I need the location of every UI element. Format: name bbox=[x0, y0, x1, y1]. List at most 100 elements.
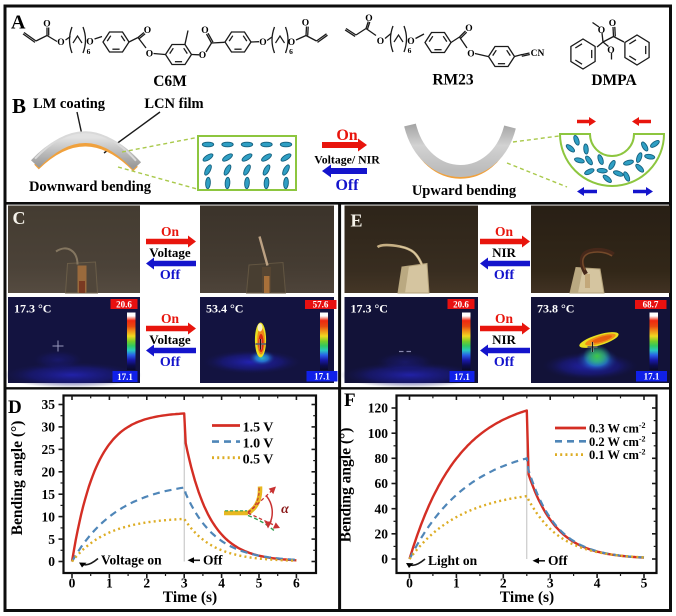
svg-text:10: 10 bbox=[42, 509, 56, 524]
svg-text:O: O bbox=[467, 49, 474, 59]
svg-text:C: C bbox=[13, 208, 26, 228]
svg-text:O: O bbox=[465, 24, 472, 34]
svg-text:Upward bending: Upward bending bbox=[412, 183, 517, 199]
svg-text:On: On bbox=[495, 311, 514, 326]
svg-text:Off: Off bbox=[548, 553, 568, 568]
svg-text:Off: Off bbox=[335, 177, 359, 194]
svg-text:O: O bbox=[144, 26, 151, 36]
svg-text:Off: Off bbox=[494, 355, 515, 370]
svg-text:Off: Off bbox=[160, 268, 181, 283]
svg-text:O: O bbox=[259, 38, 266, 48]
svg-text:0.2 W cm-2: 0.2 W cm-2 bbox=[589, 434, 646, 449]
svg-text:17.1: 17.1 bbox=[314, 372, 330, 382]
svg-text:O: O bbox=[199, 51, 206, 61]
svg-text:20: 20 bbox=[375, 527, 389, 542]
svg-text:O: O bbox=[609, 19, 616, 29]
svg-text:O: O bbox=[201, 26, 208, 36]
svg-text:0: 0 bbox=[406, 576, 413, 591]
svg-text:120: 120 bbox=[368, 401, 389, 416]
svg-text:NIR: NIR bbox=[492, 332, 516, 347]
svg-text:On: On bbox=[161, 311, 180, 326]
svg-text:53.4 °C: 53.4 °C bbox=[206, 302, 243, 316]
svg-text:15: 15 bbox=[42, 487, 56, 502]
svg-text:A: A bbox=[11, 12, 26, 34]
svg-text:20.6: 20.6 bbox=[116, 299, 132, 309]
svg-text:17.1: 17.1 bbox=[644, 372, 660, 382]
svg-text:Downward bending: Downward bending bbox=[29, 179, 152, 195]
svg-text:100: 100 bbox=[368, 426, 389, 441]
svg-text:D: D bbox=[8, 397, 22, 418]
svg-text:On: On bbox=[336, 127, 357, 144]
svg-text:C6M: C6M bbox=[153, 73, 187, 90]
svg-text:B: B bbox=[12, 94, 26, 118]
svg-text:CN: CN bbox=[531, 49, 545, 59]
svg-text:O: O bbox=[43, 19, 50, 29]
svg-text:Bending angle (°): Bending angle (°) bbox=[9, 421, 26, 536]
svg-text:0.1 W cm-2: 0.1 W cm-2 bbox=[589, 448, 646, 463]
svg-text:25: 25 bbox=[42, 442, 56, 457]
svg-text:Light on: Light on bbox=[428, 553, 478, 568]
svg-text:40: 40 bbox=[375, 501, 389, 516]
svg-text:Off: Off bbox=[203, 553, 223, 568]
svg-text:6: 6 bbox=[289, 47, 293, 56]
svg-text:Bending angle (°): Bending angle (°) bbox=[338, 428, 355, 543]
svg-text:1.5 V: 1.5 V bbox=[243, 421, 274, 436]
svg-text:Voltage/ NIR: Voltage/ NIR bbox=[314, 153, 380, 167]
svg-text:RM23: RM23 bbox=[432, 72, 474, 89]
svg-text:6: 6 bbox=[87, 47, 91, 56]
svg-text:Voltage on: Voltage on bbox=[101, 553, 162, 568]
svg-text:4: 4 bbox=[594, 576, 601, 591]
svg-text:0: 0 bbox=[381, 552, 388, 567]
svg-text:2: 2 bbox=[143, 576, 150, 591]
svg-text:1: 1 bbox=[453, 576, 460, 591]
svg-text:17.1: 17.1 bbox=[454, 372, 470, 382]
svg-text:O: O bbox=[377, 37, 384, 47]
svg-text:On: On bbox=[161, 224, 180, 239]
svg-text:O: O bbox=[288, 38, 295, 48]
svg-text:O: O bbox=[57, 38, 64, 48]
svg-text:60: 60 bbox=[375, 476, 389, 491]
svg-text:O: O bbox=[146, 49, 153, 59]
svg-text:DMPA: DMPA bbox=[591, 72, 637, 89]
svg-text:F: F bbox=[344, 390, 356, 411]
svg-text:E: E bbox=[350, 211, 362, 231]
svg-text:6: 6 bbox=[408, 46, 412, 55]
svg-text:0: 0 bbox=[48, 554, 55, 569]
svg-text:0.5 V: 0.5 V bbox=[243, 453, 274, 468]
svg-text:O: O bbox=[302, 18, 309, 28]
svg-text:17.3 °C: 17.3 °C bbox=[14, 302, 51, 316]
svg-text:5: 5 bbox=[256, 576, 263, 591]
svg-text:3: 3 bbox=[547, 576, 554, 591]
svg-text:O: O bbox=[607, 46, 614, 56]
svg-text:Time (s): Time (s) bbox=[500, 589, 554, 606]
svg-text:NIR: NIR bbox=[492, 245, 516, 260]
svg-text:0.3 W cm-2: 0.3 W cm-2 bbox=[589, 421, 646, 436]
svg-text:LM coating: LM coating bbox=[33, 96, 106, 112]
svg-text:O: O bbox=[407, 37, 414, 47]
svg-text:Off: Off bbox=[160, 355, 181, 370]
svg-text:20.6: 20.6 bbox=[453, 299, 469, 309]
svg-text:0: 0 bbox=[69, 576, 76, 591]
svg-text:Time (s): Time (s) bbox=[163, 589, 217, 606]
svg-text:5: 5 bbox=[48, 532, 55, 547]
svg-text:17.1: 17.1 bbox=[117, 372, 133, 382]
svg-text:2: 2 bbox=[500, 576, 507, 591]
svg-text:α: α bbox=[281, 502, 289, 517]
svg-text:Off: Off bbox=[494, 268, 515, 283]
svg-text:LCN film: LCN film bbox=[144, 96, 203, 112]
svg-text:O: O bbox=[365, 14, 372, 24]
svg-text:5: 5 bbox=[641, 576, 648, 591]
svg-text:30: 30 bbox=[42, 420, 56, 435]
svg-text:35: 35 bbox=[42, 397, 56, 412]
svg-text:1.0 V: 1.0 V bbox=[243, 437, 274, 452]
svg-text:57.6: 57.6 bbox=[313, 300, 329, 310]
svg-text:4: 4 bbox=[218, 576, 225, 591]
svg-text:17.3 °C: 17.3 °C bbox=[351, 302, 388, 316]
svg-text:O: O bbox=[598, 26, 605, 36]
svg-text:On: On bbox=[495, 224, 514, 239]
svg-text:80: 80 bbox=[375, 451, 389, 466]
svg-text:1: 1 bbox=[106, 576, 113, 591]
svg-text:20: 20 bbox=[42, 465, 56, 480]
svg-text:6: 6 bbox=[293, 576, 300, 591]
svg-text:68.7: 68.7 bbox=[643, 300, 659, 310]
